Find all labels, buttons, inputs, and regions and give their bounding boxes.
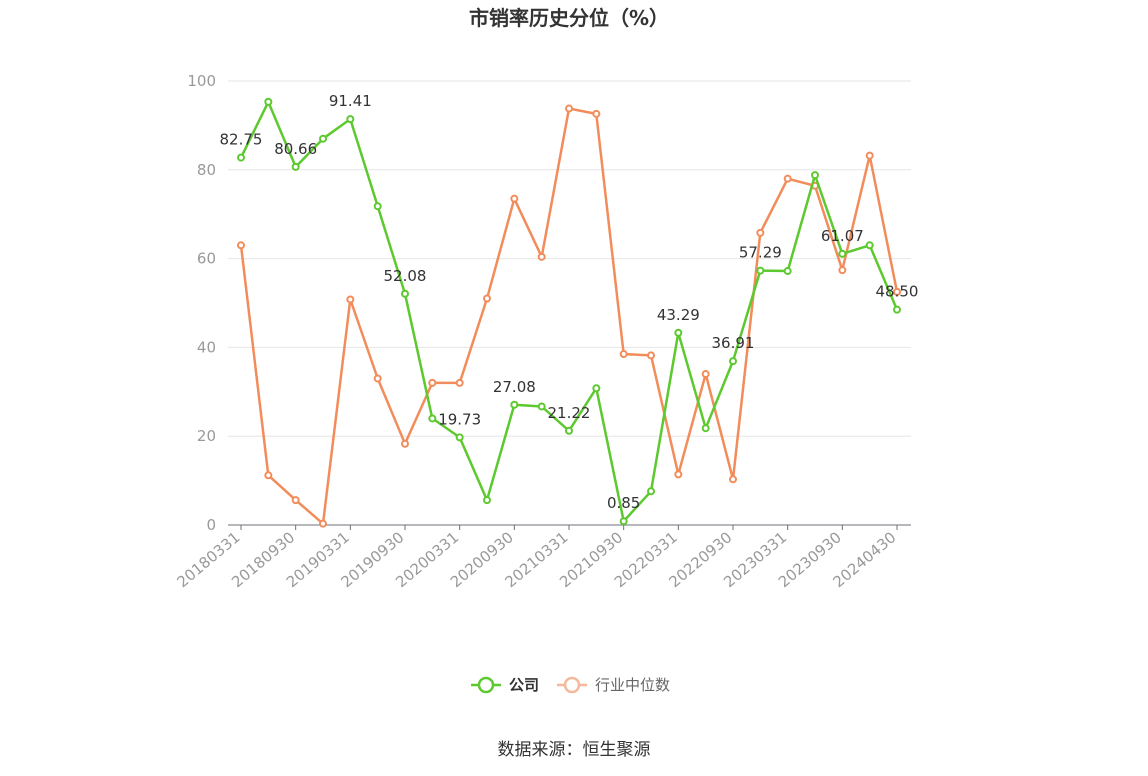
data-point[interactable] [701, 370, 710, 379]
data-point[interactable] [838, 249, 847, 258]
data-labels: 82.75 80.66 91.41 52.08 19.73 27.08 21.22 0.85 4… [220, 92, 919, 512]
series-industry-median [237, 104, 901, 528]
data-point[interactable] [674, 470, 683, 479]
data-point[interactable] [510, 400, 519, 409]
data-point[interactable] [237, 241, 245, 250]
data-point[interactable] [428, 378, 437, 387]
data-point[interactable] [483, 496, 491, 505]
source-text: 数据来源：恒生聚源 [498, 740, 651, 760]
data-point[interactable] [811, 171, 819, 180]
data-label: 21.22 [548, 404, 591, 422]
data-point[interactable] [319, 519, 327, 528]
data-point[interactable] [373, 374, 382, 383]
data-point[interactable] [237, 153, 245, 162]
data-point[interactable] [401, 439, 409, 448]
data-point[interactable] [401, 289, 409, 298]
data-label: 19.73 [438, 410, 481, 428]
data-point[interactable] [291, 496, 300, 505]
data-point[interactable] [346, 115, 355, 124]
chart-title: 市销率历史分位（%） [469, 6, 669, 30]
data-point[interactable] [756, 228, 765, 237]
data-label: 48.50 [876, 283, 919, 301]
data-point[interactable] [838, 266, 847, 275]
y-axis: 0 20 40 60 80 100 [187, 72, 216, 534]
data-label: 61.07 [821, 227, 864, 245]
legend-label: 公司 [509, 676, 539, 694]
data-label: 82.75 [220, 131, 263, 149]
data-point[interactable] [619, 350, 628, 359]
data-label: 91.41 [329, 92, 372, 110]
y-tick-label: 0 [206, 516, 216, 534]
data-point[interactable] [373, 202, 382, 211]
series-company [237, 97, 901, 526]
series-line [239, 100, 899, 523]
legend-marker [563, 676, 581, 694]
data-point[interactable] [455, 378, 464, 387]
data-point[interactable] [674, 328, 683, 337]
data-point[interactable] [893, 287, 901, 296]
data-point[interactable] [565, 104, 573, 113]
data-label: 36.91 [712, 334, 755, 352]
series-layer [237, 97, 901, 528]
y-tick-label: 20 [197, 427, 216, 445]
data-label: 57.29 [739, 244, 782, 262]
y-tick-label: 100 [187, 72, 216, 90]
data-label: 80.66 [274, 140, 317, 158]
legend-marker [477, 676, 495, 694]
data-point[interactable] [455, 433, 464, 442]
data-point[interactable] [592, 384, 601, 393]
data-label: 27.08 [493, 378, 536, 396]
data-point[interactable] [346, 295, 355, 304]
data-point[interactable] [537, 252, 546, 261]
series-line [239, 107, 899, 525]
legend-item-industry-median[interactable]: 行业中位数 [557, 676, 670, 694]
data-point[interactable] [865, 241, 874, 250]
data-point[interactable] [537, 402, 546, 411]
data-point[interactable] [783, 267, 792, 276]
data-point[interactable] [319, 134, 327, 143]
x-axis: 2018033120180930201903312019093020200331… [174, 524, 911, 591]
y-tick-label: 80 [197, 161, 216, 179]
data-point[interactable] [893, 305, 901, 314]
data-point[interactable] [565, 426, 573, 435]
data-point[interactable] [428, 414, 437, 423]
data-point[interactable] [701, 424, 710, 433]
data-point[interactable] [647, 351, 655, 360]
data-label: 0.85 [607, 494, 640, 512]
data-point[interactable] [264, 97, 273, 106]
data-label: 52.08 [384, 267, 427, 285]
data-point[interactable] [510, 194, 519, 203]
grid [228, 80, 911, 437]
data-point[interactable] [483, 294, 491, 303]
data-label: 43.29 [657, 306, 700, 324]
data-point[interactable] [865, 151, 874, 160]
y-tick-label: 40 [197, 338, 216, 356]
data-point[interactable] [619, 517, 628, 526]
data-point[interactable] [264, 471, 273, 480]
y-tick-label: 60 [197, 250, 216, 268]
data-point[interactable] [291, 162, 300, 171]
data-point[interactable] [647, 487, 655, 496]
legend-label: 行业中位数 [595, 676, 670, 694]
data-point[interactable] [729, 475, 737, 484]
data-point[interactable] [783, 174, 792, 183]
legend-item-company[interactable]: 公司 [471, 676, 539, 694]
data-point[interactable] [592, 109, 601, 118]
legend[interactable]: 公司 行业中位数 [471, 676, 670, 694]
data-point[interactable] [756, 266, 765, 275]
data-point[interactable] [729, 357, 737, 366]
